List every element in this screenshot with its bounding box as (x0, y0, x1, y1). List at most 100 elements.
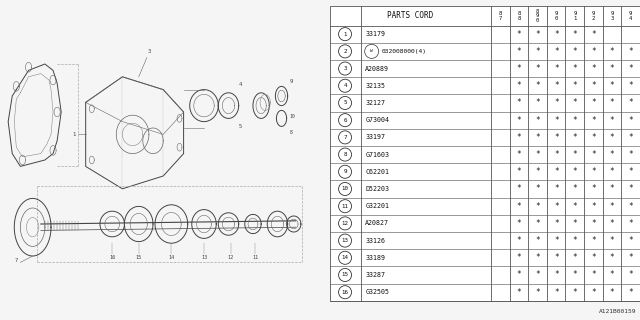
Text: *: * (628, 236, 633, 245)
Text: 11: 11 (252, 255, 258, 260)
Text: *: * (628, 81, 633, 90)
Text: *: * (610, 133, 614, 142)
Text: *: * (554, 288, 559, 297)
Text: *: * (591, 99, 596, 108)
Text: *: * (591, 47, 596, 56)
Text: *: * (516, 150, 521, 159)
Text: *: * (516, 167, 521, 176)
Text: *: * (628, 99, 633, 108)
Text: *: * (591, 167, 596, 176)
Text: *: * (573, 184, 577, 194)
Text: *: * (535, 184, 540, 194)
Text: *: * (591, 202, 596, 211)
Text: *: * (554, 202, 559, 211)
Text: *: * (516, 219, 521, 228)
Text: *: * (573, 270, 577, 279)
Text: *: * (610, 288, 614, 297)
Text: 032008000(4): 032008000(4) (381, 49, 426, 54)
Text: *: * (516, 64, 521, 73)
Text: *: * (591, 270, 596, 279)
Text: *: * (516, 236, 521, 245)
Text: 32127: 32127 (365, 100, 385, 106)
Text: W: W (371, 49, 373, 53)
Text: *: * (610, 64, 614, 73)
Text: *: * (554, 236, 559, 245)
Text: *: * (554, 30, 559, 39)
Text: 8: 8 (343, 152, 347, 157)
Text: *: * (591, 219, 596, 228)
Text: 6: 6 (343, 118, 347, 123)
Text: *: * (573, 219, 577, 228)
Text: *: * (535, 30, 540, 39)
Text: *: * (535, 150, 540, 159)
Text: *: * (610, 167, 614, 176)
Text: *: * (516, 47, 521, 56)
Text: *: * (610, 81, 614, 90)
Text: 9
1: 9 1 (573, 11, 577, 21)
Text: *: * (628, 47, 633, 56)
Text: *: * (554, 253, 559, 262)
Text: A121B00159: A121B00159 (599, 308, 637, 314)
Text: *: * (591, 133, 596, 142)
Text: *: * (516, 99, 521, 108)
Text: 7: 7 (15, 259, 18, 263)
Text: *: * (535, 133, 540, 142)
Text: 11: 11 (342, 204, 349, 209)
Text: 9
2: 9 2 (592, 11, 595, 21)
Text: 16: 16 (109, 255, 115, 260)
Text: *: * (554, 81, 559, 90)
Text: *: * (591, 184, 596, 194)
Text: *: * (516, 116, 521, 125)
Text: *: * (554, 99, 559, 108)
Text: *: * (610, 99, 614, 108)
Text: *: * (591, 236, 596, 245)
Text: 9
3: 9 3 (611, 11, 614, 21)
Text: 8
9
0: 8 9 0 (536, 9, 539, 23)
Text: 10: 10 (342, 187, 349, 191)
Text: *: * (535, 288, 540, 297)
Text: *: * (573, 30, 577, 39)
Text: 14: 14 (342, 255, 349, 260)
Text: *: * (628, 167, 633, 176)
Text: A20827: A20827 (365, 220, 389, 226)
Text: 5: 5 (343, 100, 347, 106)
Text: 2: 2 (343, 49, 347, 54)
Text: 10: 10 (290, 114, 296, 119)
Text: 9: 9 (343, 169, 347, 174)
Text: 13: 13 (201, 255, 207, 260)
Text: *: * (628, 253, 633, 262)
Text: *: * (610, 270, 614, 279)
Text: PARTS CORD: PARTS CORD (387, 12, 433, 20)
Text: *: * (516, 288, 521, 297)
Text: *: * (573, 116, 577, 125)
Text: *: * (516, 133, 521, 142)
Text: *: * (554, 270, 559, 279)
Text: *: * (554, 64, 559, 73)
Text: *: * (591, 64, 596, 73)
Text: 5: 5 (239, 124, 243, 129)
Text: *: * (535, 64, 540, 73)
Text: *: * (610, 150, 614, 159)
Text: *: * (573, 81, 577, 90)
Text: *: * (516, 253, 521, 262)
Text: 12: 12 (227, 255, 234, 260)
Text: *: * (535, 253, 540, 262)
Text: *: * (535, 219, 540, 228)
Text: *: * (591, 81, 596, 90)
Text: *: * (573, 202, 577, 211)
Text: A20889: A20889 (365, 66, 389, 72)
Text: G32201: G32201 (365, 203, 389, 209)
Text: 33179: 33179 (365, 31, 385, 37)
Text: 12: 12 (342, 221, 349, 226)
Text: *: * (628, 64, 633, 73)
Text: *: * (628, 270, 633, 279)
Text: 15: 15 (342, 273, 349, 277)
Text: *: * (628, 150, 633, 159)
Text: *: * (535, 81, 540, 90)
Text: 8
8: 8 8 (517, 11, 520, 21)
Text: *: * (554, 219, 559, 228)
Text: *: * (573, 288, 577, 297)
Text: *: * (516, 184, 521, 194)
Text: G32505: G32505 (365, 289, 389, 295)
Text: *: * (610, 116, 614, 125)
